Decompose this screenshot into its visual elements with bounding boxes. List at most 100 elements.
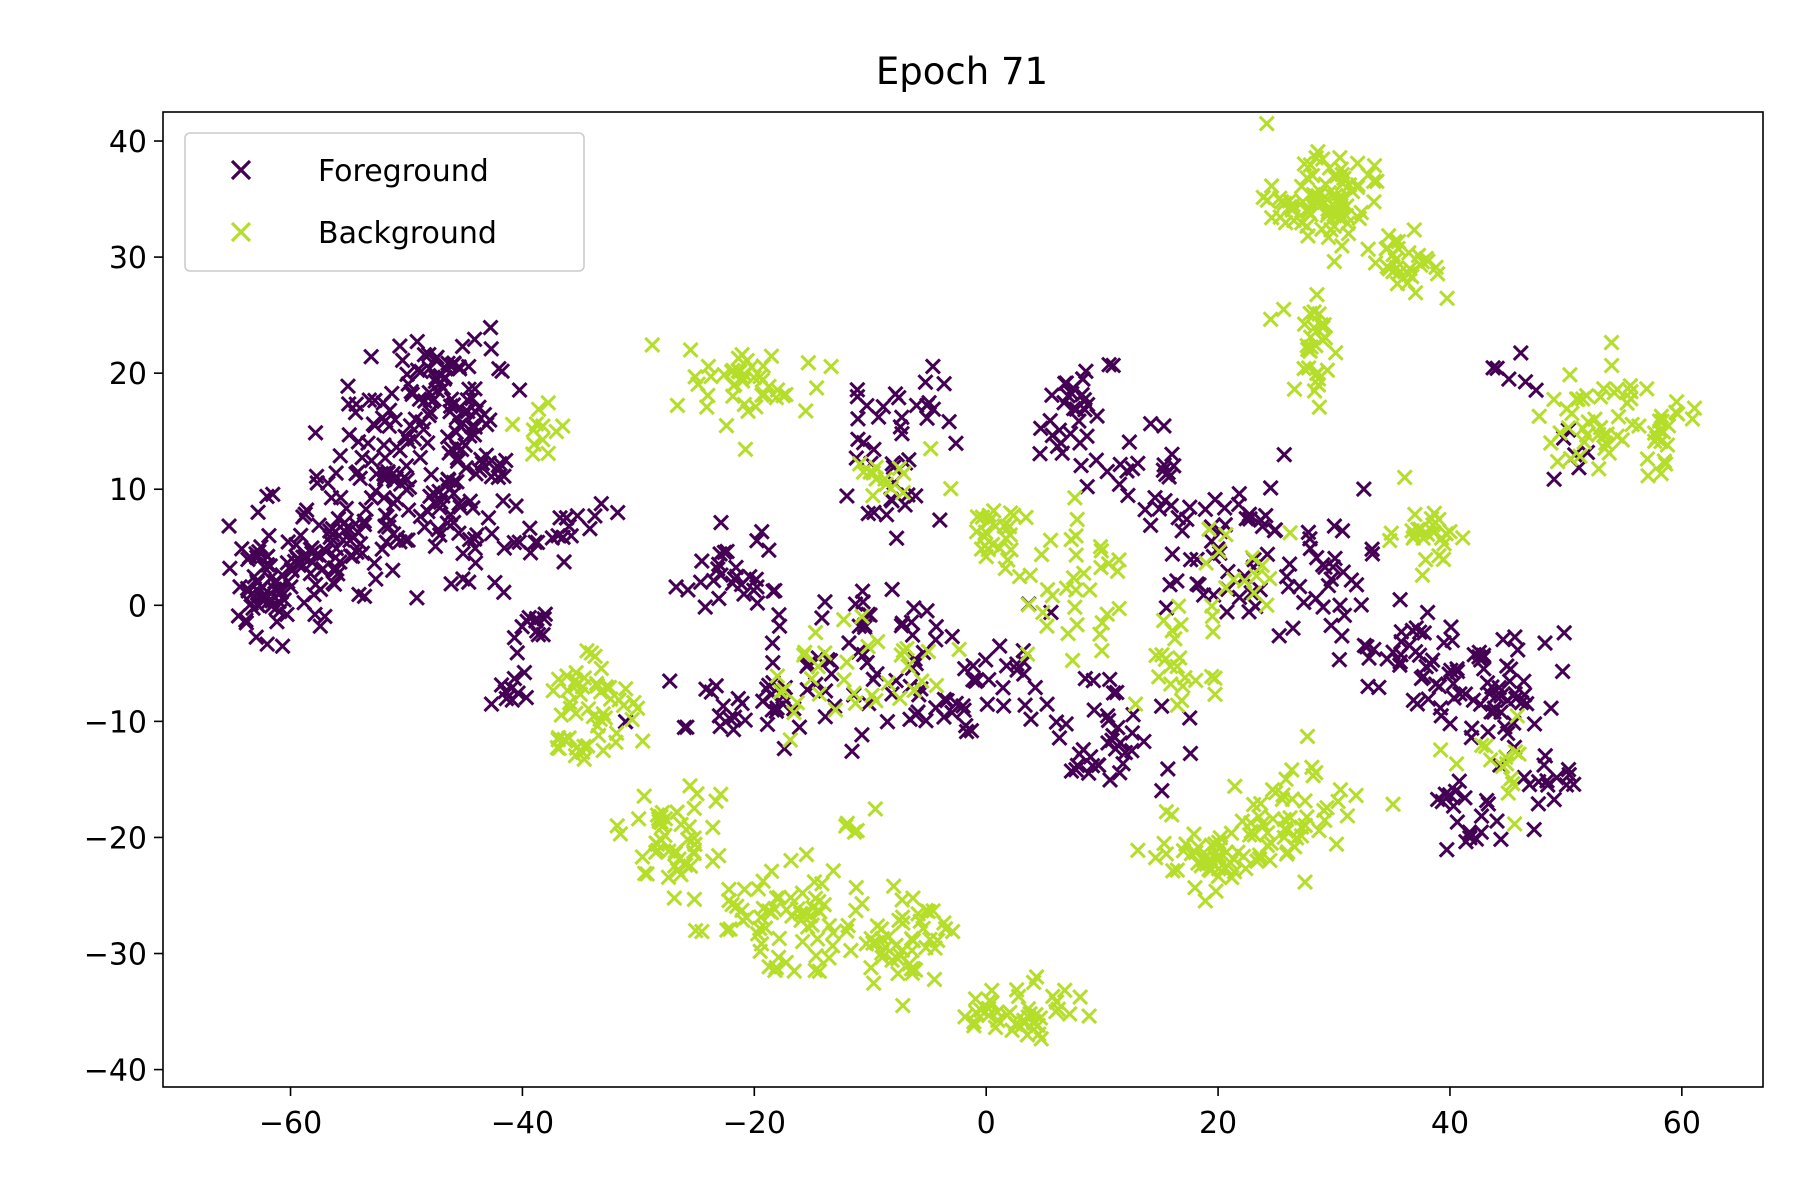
data-point (724, 362, 741, 379)
data-point (1255, 189, 1272, 206)
data-point (1406, 221, 1423, 238)
legend-marker-foreground (230, 159, 252, 181)
data-point (693, 923, 710, 940)
data-point (434, 488, 451, 505)
data-point (1088, 408, 1106, 425)
data-point (636, 865, 653, 882)
data-point (550, 671, 567, 688)
data-point (494, 363, 511, 380)
data-point (669, 804, 686, 821)
data-point (1420, 690, 1437, 708)
data-point (352, 535, 369, 552)
data-point (268, 613, 285, 630)
data-point (1416, 624, 1433, 641)
data-point (868, 459, 885, 476)
data-point (556, 553, 573, 571)
data-point (853, 726, 870, 743)
data-point (1064, 652, 1081, 669)
data-point (354, 449, 371, 466)
data-point (1506, 628, 1523, 646)
data-point (668, 578, 685, 595)
data-point (1048, 714, 1065, 731)
data-point (366, 417, 383, 434)
data-point (1262, 311, 1279, 328)
data-point (1105, 357, 1122, 374)
data-point (1560, 419, 1577, 436)
data-point (782, 731, 799, 749)
data-point (1218, 843, 1235, 861)
data-point (863, 687, 881, 704)
data-point (1065, 379, 1082, 397)
data-point (1166, 630, 1183, 647)
data-point (764, 654, 781, 671)
data-point (233, 540, 250, 557)
data-point (443, 575, 460, 592)
data-point (887, 937, 905, 954)
data-point (1069, 511, 1086, 528)
data-point (1146, 489, 1164, 506)
data-point (1197, 501, 1214, 518)
data-point (1439, 290, 1456, 307)
data-point (250, 504, 267, 521)
data-point (1259, 546, 1276, 563)
data-point (1068, 616, 1086, 633)
data-point (230, 607, 247, 624)
data-point (1333, 237, 1350, 255)
data-point (1385, 644, 1402, 661)
data-point (686, 800, 703, 817)
data-point (634, 848, 651, 866)
data-point (1509, 641, 1526, 658)
data-point (1619, 395, 1636, 412)
data-point (1552, 424, 1569, 442)
data-point (430, 521, 447, 538)
data-point (326, 562, 343, 579)
data-point (859, 638, 877, 655)
data-point (921, 394, 938, 411)
data-point (922, 440, 939, 457)
data-point (283, 562, 301, 579)
data-point (1079, 478, 1096, 495)
data-point (375, 437, 392, 454)
data-point (1235, 848, 1252, 865)
data-point (917, 374, 934, 391)
data-point (749, 594, 766, 612)
data-point (525, 421, 542, 439)
data-point (913, 672, 930, 690)
data-point (1542, 700, 1560, 717)
y-tick-label: −10 (84, 705, 147, 740)
data-point (879, 713, 896, 730)
data-point (497, 683, 514, 700)
data-point (478, 447, 495, 464)
data-point (1092, 538, 1109, 555)
data-point (1277, 214, 1294, 231)
data-point (1610, 408, 1627, 425)
data-point (529, 534, 546, 551)
data-point (1121, 434, 1138, 451)
data-point (363, 348, 380, 365)
data-point (260, 527, 277, 544)
data-point (920, 903, 937, 920)
data-point (794, 933, 811, 950)
data-point (897, 496, 914, 514)
data-point (1099, 734, 1117, 751)
data-point (509, 644, 526, 661)
data-point (807, 624, 824, 641)
data-point (1601, 444, 1618, 462)
data-point (332, 489, 349, 506)
data-point (454, 338, 471, 355)
data-point (937, 920, 954, 937)
data-point (1427, 676, 1444, 693)
data-point (700, 358, 717, 375)
data-point (1158, 845, 1175, 863)
data-point (947, 435, 965, 452)
data-point (1204, 623, 1222, 640)
data-point (398, 481, 415, 498)
data-point (1163, 497, 1180, 514)
data-point (1355, 481, 1372, 498)
data-point (763, 348, 780, 365)
data-point (1223, 869, 1240, 886)
data-point (811, 963, 828, 980)
data-point (1512, 344, 1529, 362)
data-point (1100, 712, 1117, 729)
data-point (1592, 419, 1609, 436)
